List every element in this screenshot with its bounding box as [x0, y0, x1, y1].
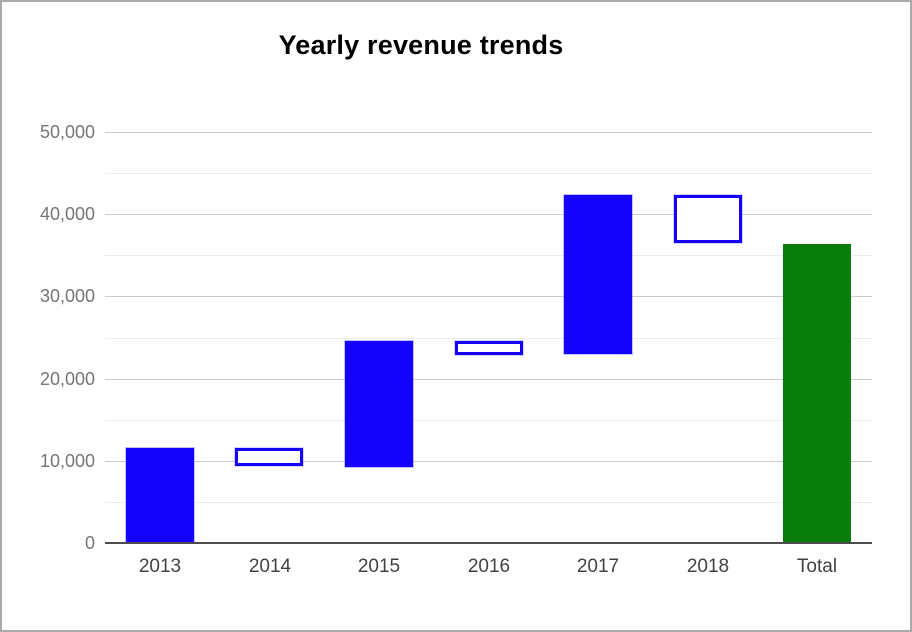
- bar-total[interactable]: [783, 244, 851, 543]
- major-gridline: [105, 379, 872, 380]
- x-axis-label-2013: 2013: [138, 556, 182, 577]
- major-gridline: [105, 132, 872, 133]
- minor-gridline: [105, 255, 872, 256]
- x-axis-label-2014: 2014: [248, 556, 292, 577]
- major-gridline: [105, 461, 872, 462]
- x-axis-label-2018: 2018: [686, 556, 730, 577]
- x-axis-line: [105, 542, 872, 544]
- minor-gridline: [105, 502, 872, 503]
- bar-2013[interactable]: [126, 448, 194, 543]
- minor-gridline: [105, 420, 872, 421]
- y-axis-tick-label: 40,000: [39, 204, 95, 224]
- bar-2014[interactable]: [235, 448, 303, 466]
- y-axis-tick-label: 10,000: [39, 451, 95, 471]
- x-axis-label-total: Total: [796, 556, 838, 577]
- x-axis-label-2015: 2015: [357, 556, 401, 577]
- minor-gridline: [105, 338, 872, 339]
- y-axis-tick-label: 30,000: [39, 286, 95, 306]
- y-axis-tick-label: 50,000: [39, 122, 95, 142]
- bar-2016[interactable]: [455, 341, 523, 355]
- bar-2018[interactable]: [674, 195, 742, 243]
- x-axis-label-2016: 2016: [467, 556, 511, 577]
- x-axis-label-2017: 2017: [576, 556, 620, 577]
- minor-gridline: [105, 173, 872, 174]
- bar-2015[interactable]: [345, 341, 413, 467]
- bar-2017[interactable]: [564, 195, 632, 354]
- major-gridline: [105, 214, 872, 215]
- major-gridline: [105, 296, 872, 297]
- chart-title: Yearly revenue trends: [278, 30, 564, 60]
- y-axis-tick-label: 0: [84, 533, 95, 553]
- y-axis-tick-label: 20,000: [39, 369, 95, 389]
